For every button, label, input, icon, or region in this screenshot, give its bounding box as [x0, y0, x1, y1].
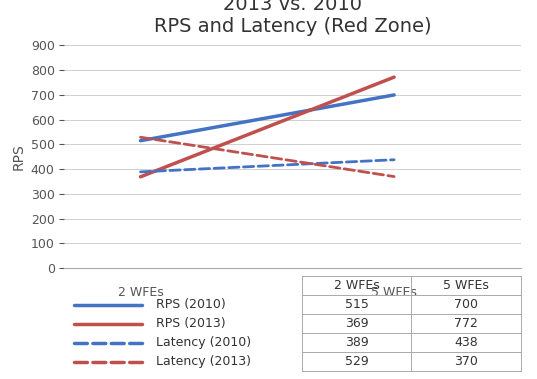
Text: Latency (2010): Latency (2010) — [156, 336, 251, 349]
Text: 5 WFEs: 5 WFEs — [371, 286, 417, 299]
Text: 5 WFEs: 5 WFEs — [443, 279, 489, 292]
Text: 515: 515 — [345, 298, 368, 311]
Y-axis label: RPS: RPS — [11, 143, 25, 170]
Text: 370: 370 — [454, 356, 478, 368]
Text: 700: 700 — [454, 298, 478, 311]
Title: 2013 vs. 2010
RPS and Latency (Red Zone): 2013 vs. 2010 RPS and Latency (Red Zone) — [154, 0, 431, 36]
Text: 772: 772 — [454, 317, 478, 330]
Text: 369: 369 — [345, 317, 368, 330]
Text: RPS (2010): RPS (2010) — [156, 298, 226, 311]
Text: Latency (2013): Latency (2013) — [156, 356, 251, 368]
Text: 2 WFEs: 2 WFEs — [333, 279, 380, 292]
Text: 389: 389 — [345, 336, 368, 349]
Text: RPS (2013): RPS (2013) — [156, 317, 226, 330]
Text: 529: 529 — [345, 356, 368, 368]
Text: 438: 438 — [454, 336, 478, 349]
Text: 2 WFEs: 2 WFEs — [118, 286, 163, 299]
